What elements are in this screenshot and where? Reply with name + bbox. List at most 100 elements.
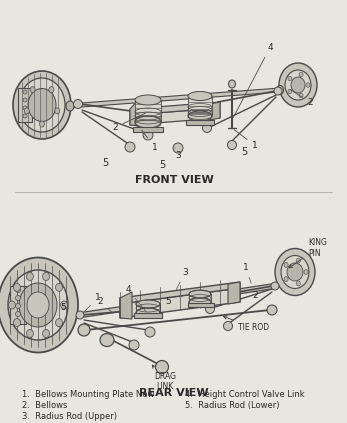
Ellipse shape — [43, 330, 50, 338]
Ellipse shape — [16, 288, 20, 292]
Ellipse shape — [16, 303, 20, 308]
Polygon shape — [130, 98, 140, 126]
Ellipse shape — [299, 93, 303, 98]
Ellipse shape — [173, 143, 183, 153]
Polygon shape — [120, 288, 240, 318]
Ellipse shape — [40, 121, 44, 127]
Ellipse shape — [100, 333, 114, 346]
Ellipse shape — [30, 87, 35, 93]
Ellipse shape — [285, 70, 311, 100]
Text: 4.  Height Control Valve Link: 4. Height Control Valve Link — [185, 390, 305, 399]
Ellipse shape — [16, 311, 20, 316]
Ellipse shape — [23, 106, 27, 110]
Ellipse shape — [288, 76, 292, 81]
Ellipse shape — [19, 283, 57, 327]
Text: 3.  Radius Rod (Upper): 3. Radius Rod (Upper) — [22, 412, 117, 421]
Ellipse shape — [228, 140, 237, 149]
Ellipse shape — [271, 282, 279, 290]
Text: 2: 2 — [252, 291, 258, 300]
Ellipse shape — [284, 277, 288, 282]
Ellipse shape — [49, 87, 54, 93]
Text: 2.  Bellows: 2. Bellows — [22, 401, 67, 410]
Ellipse shape — [291, 77, 305, 93]
Bar — [188, 303, 214, 307]
Text: 2: 2 — [97, 297, 113, 313]
Ellipse shape — [74, 99, 83, 109]
Ellipse shape — [19, 78, 65, 132]
Ellipse shape — [23, 98, 27, 102]
Text: 5: 5 — [60, 303, 66, 313]
Ellipse shape — [23, 114, 27, 118]
Bar — [10, 286, 26, 324]
Ellipse shape — [279, 63, 317, 107]
Ellipse shape — [299, 72, 303, 77]
Text: 5: 5 — [159, 160, 165, 170]
Text: 3: 3 — [175, 148, 181, 160]
Bar — [134, 313, 162, 318]
Text: REAR VIEW: REAR VIEW — [139, 388, 209, 398]
Text: 2: 2 — [290, 90, 313, 107]
Ellipse shape — [55, 108, 60, 114]
Text: DRAG
LINK: DRAG LINK — [152, 365, 176, 391]
Ellipse shape — [8, 270, 68, 340]
Polygon shape — [188, 96, 212, 116]
Ellipse shape — [304, 269, 308, 275]
Ellipse shape — [275, 248, 315, 296]
Text: 5.  Radius Rod (Lower): 5. Radius Rod (Lower) — [185, 401, 279, 410]
Text: 1: 1 — [243, 263, 251, 283]
Ellipse shape — [125, 142, 135, 152]
Text: 2: 2 — [112, 113, 145, 132]
Ellipse shape — [23, 90, 27, 94]
Polygon shape — [68, 88, 280, 108]
Polygon shape — [130, 102, 220, 115]
Ellipse shape — [188, 111, 212, 121]
Ellipse shape — [188, 91, 212, 101]
Ellipse shape — [205, 305, 214, 313]
Ellipse shape — [43, 272, 50, 280]
Ellipse shape — [135, 95, 161, 105]
Ellipse shape — [13, 71, 71, 139]
Ellipse shape — [284, 262, 288, 267]
Ellipse shape — [26, 330, 33, 338]
Ellipse shape — [129, 340, 139, 350]
Ellipse shape — [24, 108, 29, 114]
Polygon shape — [210, 102, 220, 120]
Ellipse shape — [287, 263, 303, 281]
Ellipse shape — [14, 283, 20, 291]
Text: 5: 5 — [241, 147, 247, 157]
Ellipse shape — [135, 116, 161, 128]
Ellipse shape — [189, 297, 211, 307]
Ellipse shape — [281, 255, 309, 288]
Ellipse shape — [16, 296, 20, 300]
Bar — [18, 88, 32, 122]
Ellipse shape — [136, 300, 160, 308]
Text: TIE ROD: TIE ROD — [223, 316, 269, 332]
Ellipse shape — [277, 85, 283, 94]
Polygon shape — [78, 283, 278, 318]
Text: 5: 5 — [165, 297, 171, 307]
Text: 1: 1 — [234, 130, 258, 150]
Ellipse shape — [136, 308, 160, 318]
Ellipse shape — [66, 101, 74, 111]
Ellipse shape — [143, 130, 153, 140]
Polygon shape — [135, 100, 161, 122]
Ellipse shape — [0, 258, 78, 352]
Ellipse shape — [76, 311, 84, 319]
Ellipse shape — [56, 319, 62, 327]
Text: 1.  Bellows Mounting Plate New: 1. Bellows Mounting Plate New — [22, 390, 154, 399]
Ellipse shape — [267, 305, 277, 315]
Ellipse shape — [16, 319, 20, 324]
Text: 5: 5 — [102, 158, 108, 168]
Text: 1: 1 — [84, 293, 101, 312]
Ellipse shape — [60, 301, 68, 309]
Ellipse shape — [155, 360, 169, 374]
Bar — [186, 120, 214, 125]
Ellipse shape — [26, 272, 33, 280]
Polygon shape — [120, 282, 240, 304]
Ellipse shape — [296, 258, 301, 263]
Polygon shape — [120, 292, 132, 319]
Text: 1: 1 — [142, 130, 158, 152]
Text: 4: 4 — [233, 43, 273, 118]
Bar — [133, 127, 163, 132]
Ellipse shape — [14, 319, 20, 327]
